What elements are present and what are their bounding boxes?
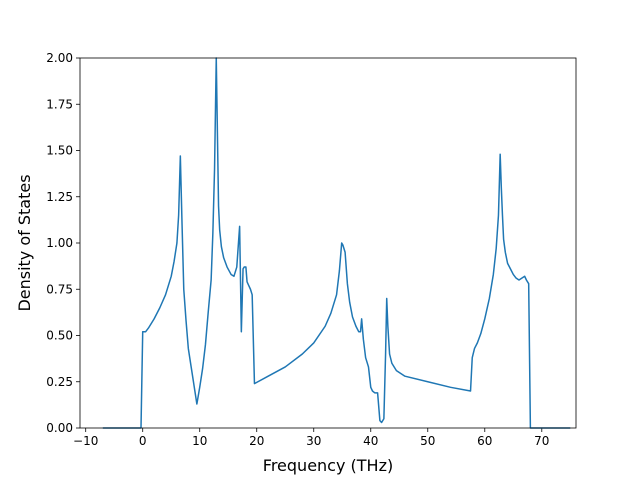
x-tick-label: 0: [139, 434, 147, 448]
x-tick-label: 10: [192, 434, 207, 448]
x-axis-ticks: −10 0 10 20 30 40 50 60 70: [73, 428, 549, 448]
y-tick-label: 1.00: [46, 236, 73, 250]
y-tick-label: 2.00: [46, 51, 73, 65]
y-tick-label: 0.50: [46, 329, 73, 343]
y-tick-label: 1.50: [46, 144, 73, 158]
y-tick-label: 1.25: [46, 190, 73, 204]
x-tick-label: 50: [420, 434, 435, 448]
y-tick-label: 1.75: [46, 97, 73, 111]
x-tick-label: 40: [363, 434, 378, 448]
x-tick-label: 70: [534, 434, 549, 448]
dos-series-line: [102, 57, 571, 429]
y-tick-label: 0.00: [46, 421, 73, 435]
y-tick-label: 0.75: [46, 282, 73, 296]
plot-frame: [79, 57, 577, 429]
x-tick-label: 60: [477, 434, 492, 448]
x-tick-label: −10: [73, 434, 98, 448]
x-tick-label: 30: [306, 434, 321, 448]
x-axis-label: Frequency (THz): [263, 456, 393, 475]
x-tick-label: 20: [249, 434, 264, 448]
y-tick-label: 0.25: [46, 375, 73, 389]
plot-background: [80, 58, 576, 428]
y-axis-ticks: 0.00 0.25 0.50 0.75 1.00 1.25 1.50 1.75 2.00: [46, 51, 80, 435]
y-axis-label: Density of States: [15, 174, 34, 311]
